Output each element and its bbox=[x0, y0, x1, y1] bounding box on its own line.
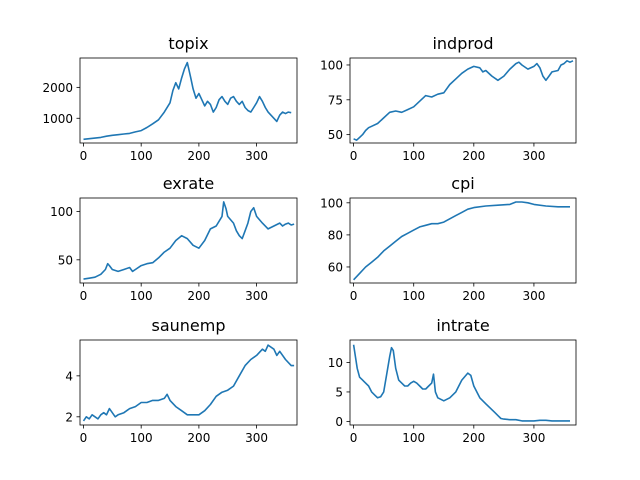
series-line bbox=[83, 61, 292, 141]
subplot-title: indprod bbox=[432, 34, 493, 53]
y-tick-label: 4 bbox=[65, 369, 73, 383]
y-tick-label: 10 bbox=[328, 356, 343, 370]
x-tick-label: 100 bbox=[402, 149, 425, 163]
x-tick-label: 300 bbox=[522, 289, 545, 303]
series-line bbox=[352, 344, 570, 422]
subplot-title: saunemp bbox=[151, 316, 225, 335]
x-tick-label: 100 bbox=[130, 431, 153, 445]
axes-frame bbox=[79, 197, 298, 284]
subplot-title: intrate bbox=[436, 316, 489, 335]
axes-frame bbox=[349, 339, 577, 426]
y-tick-label: 100 bbox=[320, 58, 343, 72]
y-tick-label: 1000 bbox=[42, 112, 73, 126]
x-tick-label: 0 bbox=[80, 149, 88, 163]
x-tick-label: 0 bbox=[80, 289, 88, 303]
y-tick-label: 5 bbox=[335, 385, 343, 399]
axes-frame bbox=[349, 197, 577, 284]
x-tick-label: 100 bbox=[402, 289, 425, 303]
x-tick-label: 300 bbox=[245, 431, 268, 445]
topix-subplot: topix 0 100 200 300 1000 2000 bbox=[42, 34, 298, 163]
y-tick-label: 100 bbox=[320, 196, 343, 210]
x-tick-label: 200 bbox=[462, 289, 485, 303]
series-line bbox=[353, 60, 574, 141]
subplot-title: topix bbox=[168, 34, 208, 53]
x-tick-label: 300 bbox=[522, 431, 545, 445]
series-line bbox=[83, 201, 295, 280]
x-tick-label: 100 bbox=[402, 431, 425, 445]
y-tick-label: 2000 bbox=[42, 81, 73, 95]
y-tick-label: 2 bbox=[65, 410, 73, 424]
subplot-title: cpi bbox=[451, 174, 474, 193]
cpi-subplot: cpi 0 100 200 300 60 80 100 bbox=[320, 174, 577, 303]
y-tick-label: 80 bbox=[328, 228, 343, 242]
x-tick-label: 200 bbox=[187, 149, 210, 163]
x-tick-label: 100 bbox=[130, 149, 153, 163]
axes-frame bbox=[349, 57, 577, 144]
x-tick-label: 200 bbox=[187, 289, 210, 303]
x-tick-label: 200 bbox=[462, 431, 485, 445]
x-tick-label: 0 bbox=[350, 149, 358, 163]
x-tick-label: 0 bbox=[350, 431, 358, 445]
x-tick-label: 0 bbox=[350, 289, 358, 303]
x-tick-label: 200 bbox=[462, 149, 485, 163]
x-tick-label: 0 bbox=[80, 431, 88, 445]
y-tick-label: 75 bbox=[328, 93, 343, 107]
x-tick-label: 200 bbox=[187, 431, 210, 445]
x-tick-label: 100 bbox=[130, 289, 153, 303]
axes-frame bbox=[79, 339, 298, 426]
y-tick-label: 50 bbox=[328, 128, 343, 142]
x-tick-label: 300 bbox=[245, 289, 268, 303]
x-tick-label: 300 bbox=[522, 149, 545, 163]
series-line bbox=[82, 344, 295, 422]
indprod-subplot: indprod 0 100 200 300 50 75 100 bbox=[320, 34, 577, 163]
y-tick-label: 100 bbox=[50, 205, 73, 219]
saunemp-subplot: saunemp 0 100 200 300 2 4 bbox=[65, 316, 298, 445]
intrate-subplot: intrate 0 100 200 300 0 5 10 bbox=[328, 316, 577, 445]
axes-frame bbox=[79, 57, 298, 144]
y-tick-label: 60 bbox=[328, 260, 343, 274]
subplot-title: exrate bbox=[163, 174, 215, 193]
x-tick-label: 300 bbox=[245, 149, 268, 163]
y-tick-label: 0 bbox=[335, 415, 343, 429]
y-tick-label: 50 bbox=[58, 253, 73, 267]
series-line bbox=[353, 201, 570, 281]
exrate-subplot: exrate 0 100 200 300 50 100 bbox=[50, 174, 298, 303]
